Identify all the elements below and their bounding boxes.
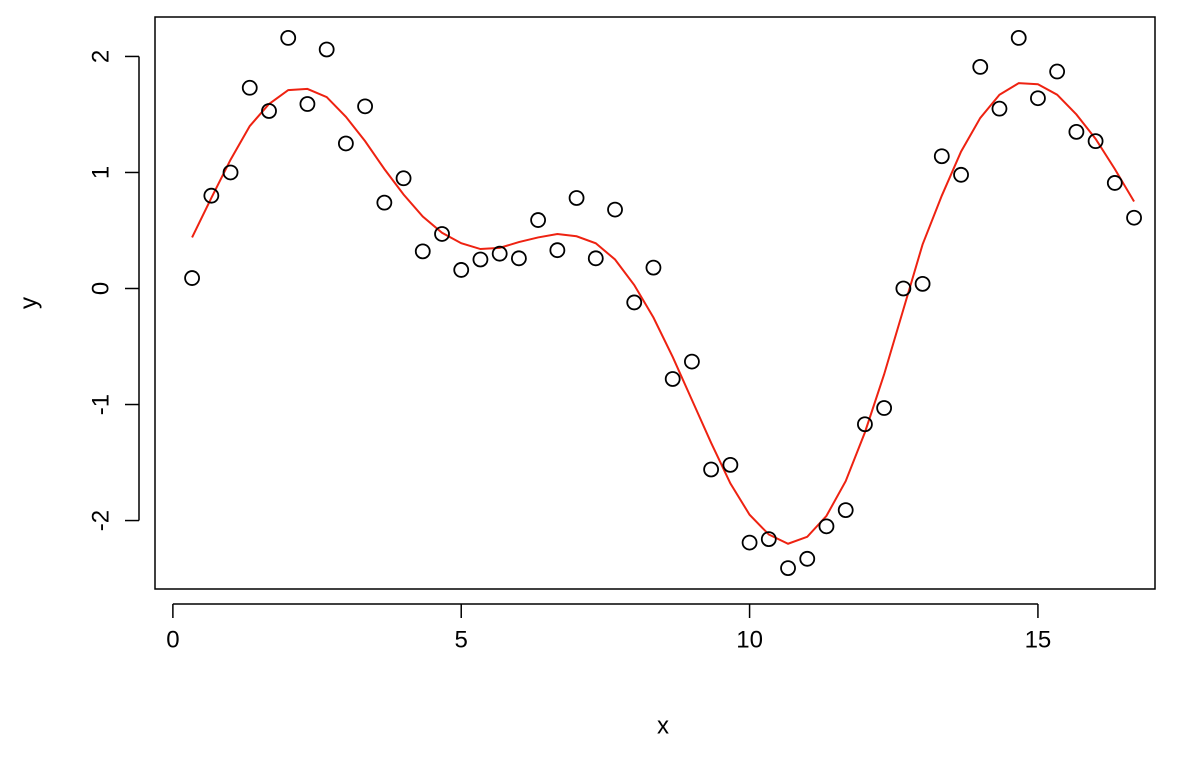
- point: [664, 371, 681, 387]
- x-tick-label: 15: [1025, 626, 1052, 653]
- point: [510, 250, 527, 267]
- point: [280, 29, 297, 46]
- y-tick-label: 1: [87, 166, 114, 179]
- point: [1068, 123, 1085, 140]
- point: [568, 190, 585, 206]
- point: [395, 170, 412, 187]
- point: [337, 135, 354, 152]
- point: [434, 226, 450, 242]
- point: [222, 164, 239, 181]
- point: [299, 96, 316, 112]
- y-tick-label: 2: [87, 50, 114, 63]
- plot-box: [154, 16, 1156, 590]
- point: [645, 259, 662, 276]
- point: [491, 245, 508, 262]
- point: [895, 280, 912, 297]
- point: [241, 79, 258, 96]
- point: [741, 534, 758, 551]
- point: [1030, 90, 1046, 107]
- point: [261, 103, 277, 119]
- point: [626, 294, 643, 311]
- point: [684, 353, 700, 370]
- point: [607, 201, 623, 218]
- point: [780, 560, 796, 577]
- point: [876, 400, 893, 416]
- point: [1087, 133, 1104, 150]
- fit-line: [191, 82, 1135, 545]
- point: [203, 187, 220, 204]
- point: [318, 41, 335, 58]
- point: [760, 531, 777, 548]
- point: [722, 456, 739, 473]
- point: [857, 416, 873, 433]
- point: [818, 518, 835, 535]
- x-tick-label: 0: [166, 626, 179, 653]
- x-axis-label: x: [657, 712, 669, 739]
- point: [549, 242, 566, 259]
- point: [357, 98, 373, 115]
- point: [703, 461, 720, 478]
- point: [991, 100, 1008, 117]
- y-tick-label: 0: [87, 282, 114, 295]
- point: [1126, 209, 1142, 226]
- point: [1049, 63, 1066, 80]
- point: [914, 275, 931, 292]
- point: [184, 270, 200, 286]
- point: [587, 250, 604, 267]
- y-axis-label: y: [15, 297, 42, 309]
- point: [837, 502, 854, 519]
- point: [1010, 29, 1027, 46]
- point: [933, 148, 950, 165]
- point: [453, 262, 470, 278]
- point: [414, 243, 431, 260]
- point: [472, 251, 489, 268]
- point: [799, 550, 816, 567]
- point: [972, 58, 989, 75]
- y-tick-label: -2: [87, 510, 114, 531]
- x-tick-label: 10: [736, 626, 763, 653]
- x-tick-label: 5: [455, 626, 468, 653]
- point: [530, 212, 547, 228]
- point: [1106, 175, 1123, 191]
- y-tick-label: -1: [87, 394, 114, 415]
- point: [376, 194, 393, 211]
- point: [953, 166, 969, 183]
